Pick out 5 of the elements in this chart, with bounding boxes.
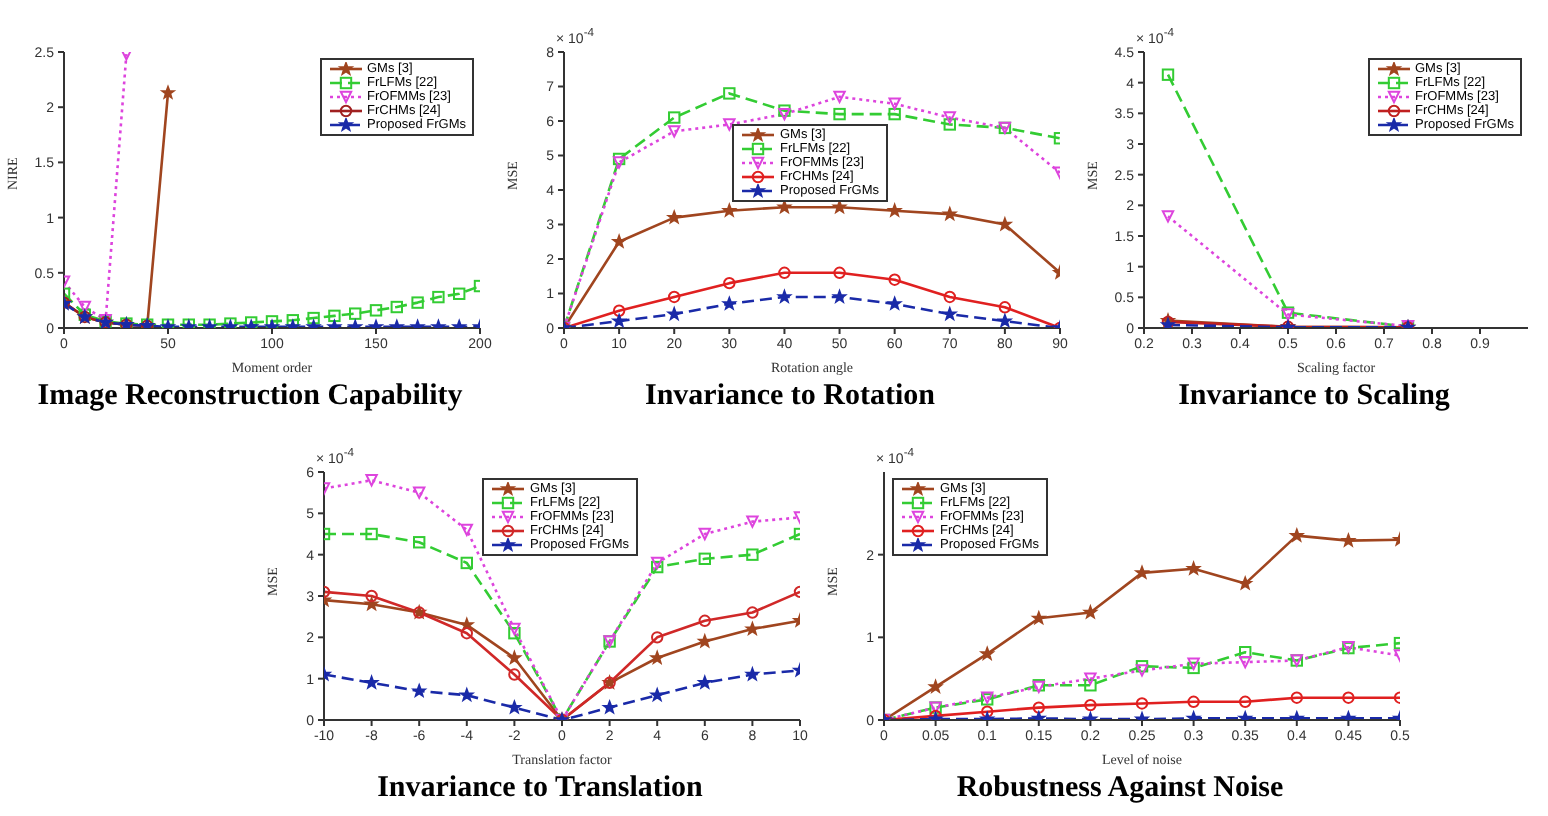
text: Invariance to Scaling [1176,380,1452,414]
text: Robustness Against Noise [954,772,1286,806]
text: Image Reconstruction Capability [35,380,465,414]
text: Invariance to Rotation [643,380,937,414]
text: Invariance to Translation [375,772,705,806]
